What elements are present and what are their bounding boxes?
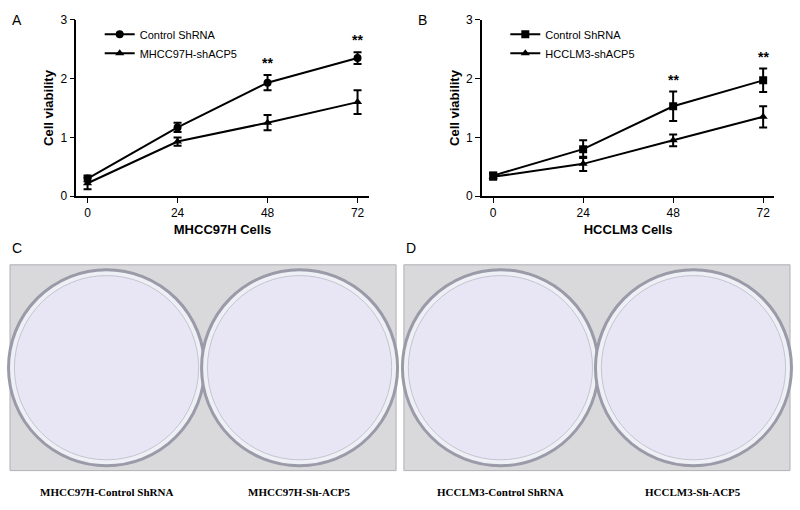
svg-text:0: 0 [84, 206, 91, 220]
svg-text:**: ** [758, 49, 769, 65]
svg-text:48: 48 [261, 206, 275, 220]
svg-text:B: B [418, 12, 427, 28]
svg-text:72: 72 [756, 206, 770, 220]
svg-text:1: 1 [60, 131, 67, 145]
svg-text:48: 48 [666, 206, 680, 220]
svg-text:2: 2 [60, 72, 67, 86]
svg-text:MHCC97H-shACP5: MHCC97H-shACP5 [140, 48, 237, 60]
svg-text:0: 0 [466, 189, 473, 203]
svg-text:Control ShRNA: Control ShRNA [140, 29, 216, 41]
svg-text:24: 24 [576, 206, 590, 220]
svg-text:HCCLM3 Cells: HCCLM3 Cells [584, 222, 673, 237]
svg-text:MHCC97H Cells: MHCC97H Cells [174, 222, 272, 237]
svg-text:2: 2 [466, 72, 473, 86]
svg-text:Cell viability: Cell viability [41, 69, 56, 146]
svg-text:C: C [12, 240, 22, 256]
svg-text:72: 72 [351, 206, 365, 220]
svg-text:Control ShRNA: Control ShRNA [545, 29, 621, 41]
svg-text:**: ** [668, 72, 679, 88]
svg-text:HCCLM3-Control ShRNA: HCCLM3-Control ShRNA [437, 486, 564, 498]
svg-text:A: A [12, 12, 22, 28]
svg-text:HCCLM3-shACP5: HCCLM3-shACP5 [545, 48, 634, 60]
svg-text:3: 3 [466, 13, 473, 27]
svg-text:MHCC97H-Sh-ACP5: MHCC97H-Sh-ACP5 [248, 486, 351, 498]
svg-text:**: ** [262, 55, 273, 71]
svg-text:**: ** [352, 32, 363, 48]
svg-text:D: D [406, 240, 416, 256]
svg-text:1: 1 [466, 131, 473, 145]
svg-text:0: 0 [490, 206, 497, 220]
svg-text:HCCLM3-Sh-ACP5: HCCLM3-Sh-ACP5 [645, 486, 741, 498]
svg-text:Cell viability: Cell viability [447, 69, 462, 146]
svg-text:0: 0 [60, 189, 67, 203]
svg-text:3: 3 [60, 13, 67, 27]
svg-text:MHCC97H-Control ShRNA: MHCC97H-Control ShRNA [40, 486, 173, 498]
svg-text:24: 24 [171, 206, 185, 220]
